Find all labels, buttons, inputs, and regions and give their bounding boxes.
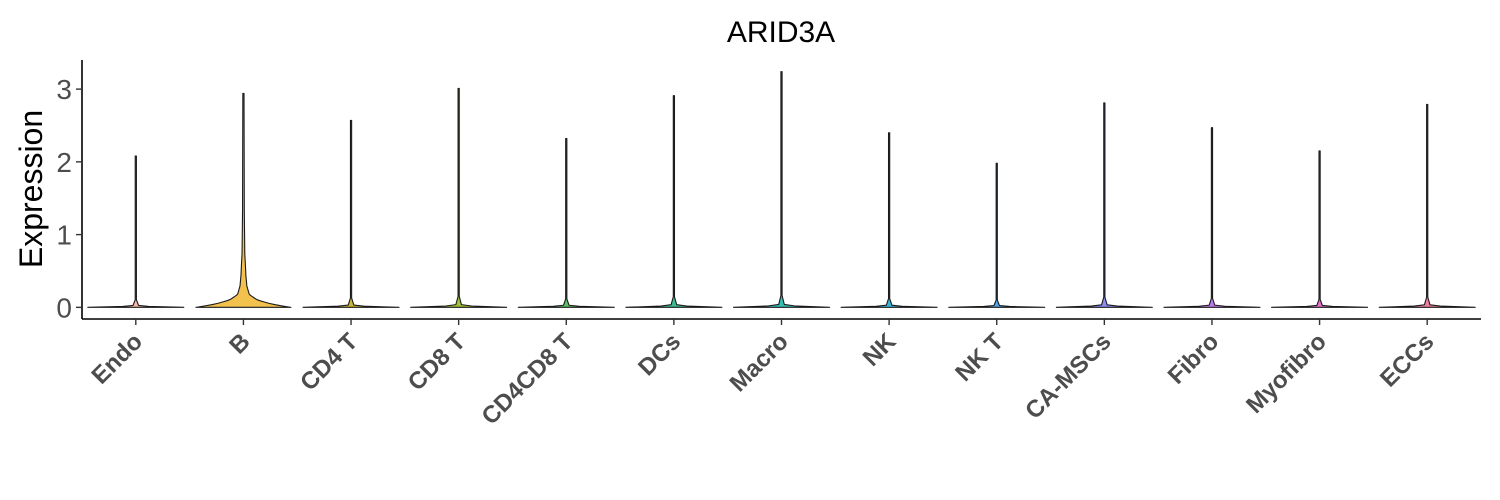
violin-ca-mscs <box>1055 102 1153 308</box>
violin-macro <box>732 71 831 308</box>
x-tick-label-macro: Macro <box>725 328 794 397</box>
x-tick-label-cd8-t: CD8 T <box>403 328 471 396</box>
y-tick-label: 2 <box>56 147 72 178</box>
violin-layer <box>87 71 1476 308</box>
x-tick-label-nk-t: NK T <box>950 328 1009 387</box>
violin-myofibro <box>1271 150 1369 308</box>
violin-cd8-t <box>410 87 508 308</box>
x-tick-label-fibro: Fibro <box>1163 328 1225 390</box>
x-tick-label-myofibro: Myofibro <box>1241 328 1332 419</box>
x-tick-label-nk: NK <box>858 328 902 372</box>
x-tick-label-cd4-t: CD4 T <box>295 328 363 396</box>
violin-nk-t <box>948 162 1046 308</box>
y-axis-label: Expression <box>13 110 49 268</box>
x-tick-label-ca-mscs: CA-MSCs <box>1020 328 1116 424</box>
y-tick-label: 0 <box>56 292 72 323</box>
x-tick-label-endo: Endo <box>87 328 149 390</box>
x-tick-label-cd4cd8-t: CD4CD8 T <box>476 328 578 430</box>
chart-title: ARID3A <box>727 16 835 49</box>
x-tick-label-eccs: ECCs <box>1375 328 1439 392</box>
violin-fibro <box>1163 127 1261 308</box>
violin-cd4-t <box>302 119 400 308</box>
violin-nk <box>840 132 938 308</box>
y-tick-label: 1 <box>56 220 72 251</box>
violin-eccs <box>1378 103 1476 308</box>
violin-endo <box>87 155 185 308</box>
y-tick-label: 3 <box>56 74 72 105</box>
violin-cd4cd8-t <box>517 138 615 308</box>
x-ticks: Endo B CD4 T CD8 T CD4CD8 T DCs Macro NK NK T CA-… <box>87 319 1439 430</box>
x-tick-label-b: B <box>224 328 255 359</box>
violin-dcs <box>625 95 723 308</box>
x-tick-label-dcs: DCs <box>633 328 686 381</box>
y-ticks: 0 1 2 3 <box>56 74 82 323</box>
violin-b <box>195 92 292 308</box>
